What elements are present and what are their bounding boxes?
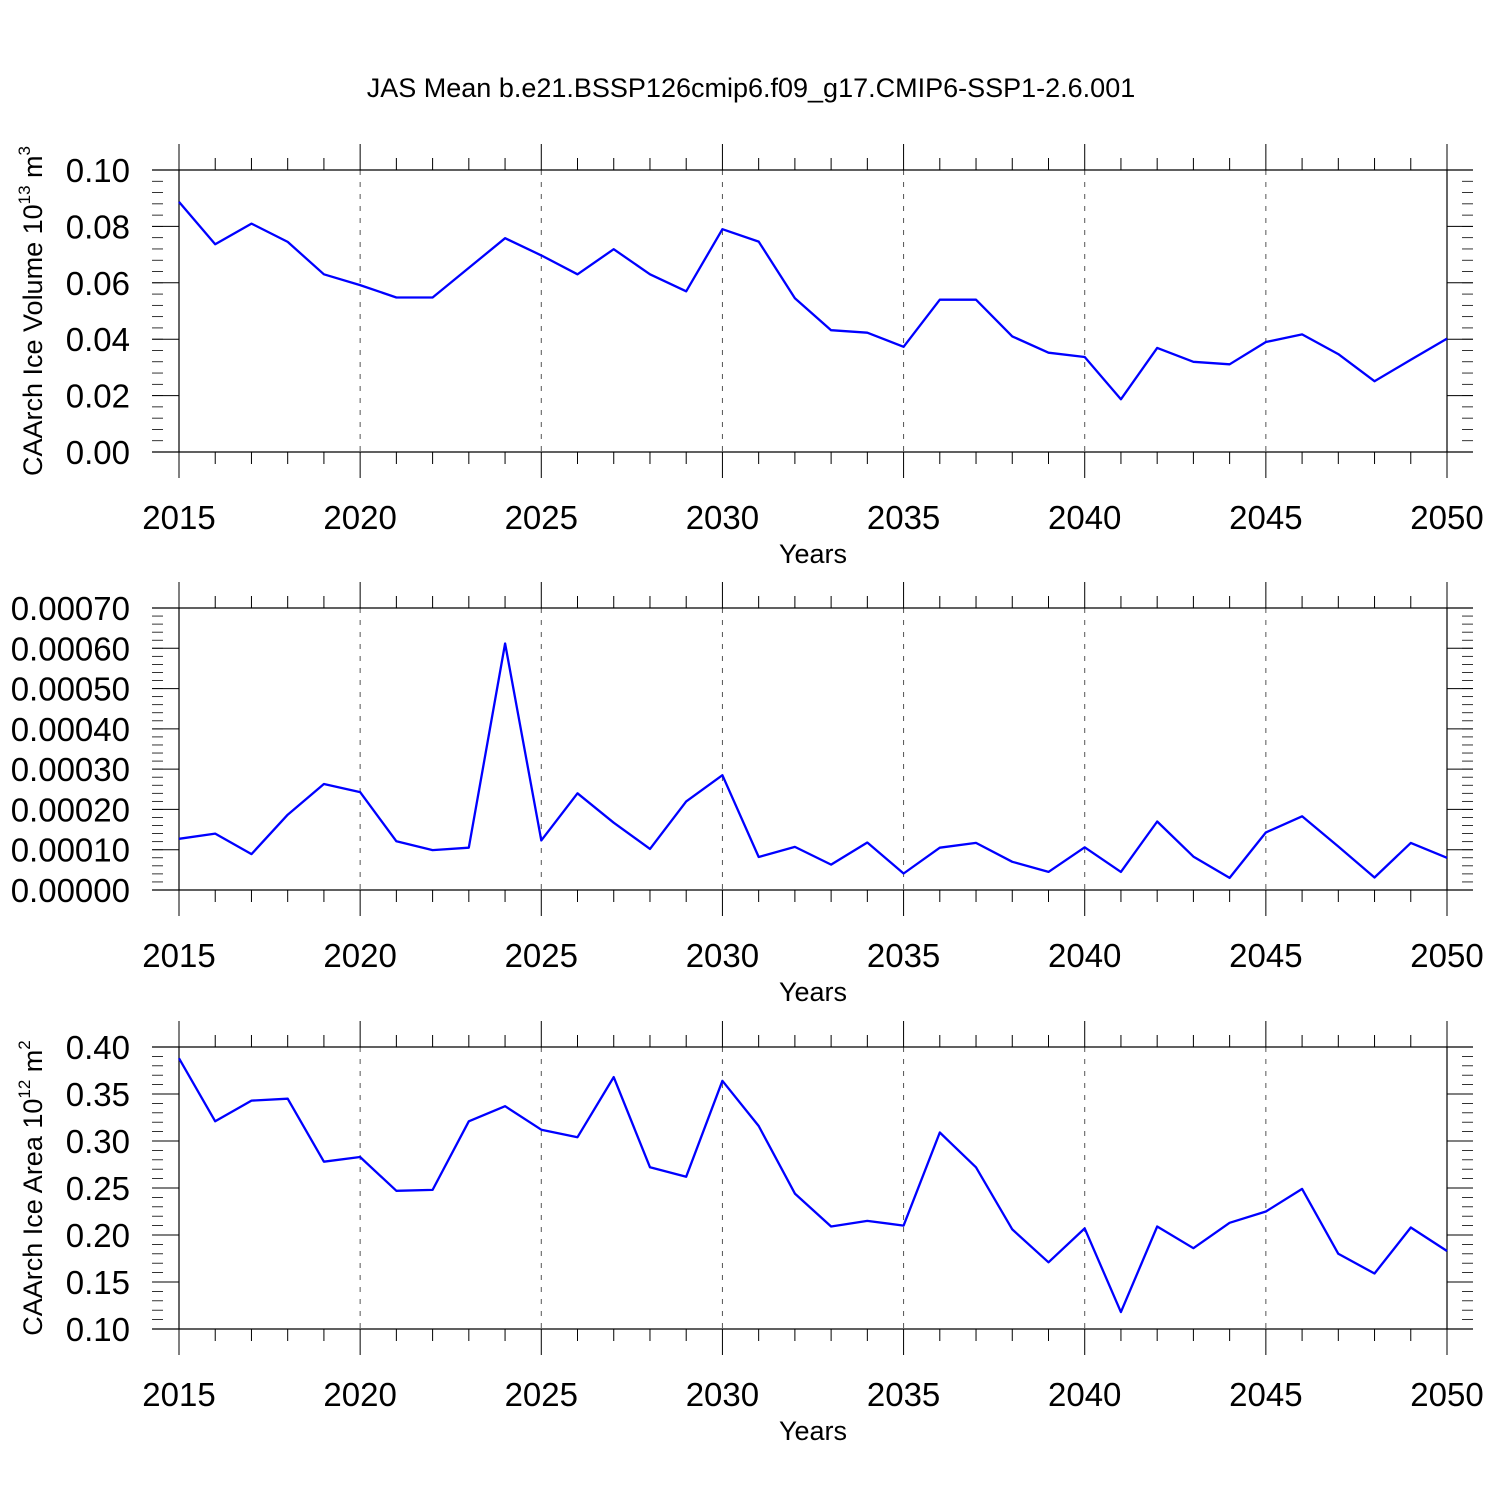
x-tick-label: 2025: [505, 499, 578, 536]
panel-2: 2015 2020 2025 2030 2035 2040 2045 2050 Years 0.0…: [11, 582, 1484, 1007]
y-axis-label-superscript: 2: [15, 1040, 34, 1049]
x-tick-label: 2040: [1048, 499, 1121, 536]
x-tick-label: 2030: [686, 1376, 759, 1413]
x-tick-label: 2035: [867, 1376, 940, 1413]
chart-title: JAS Mean b.e21.BSSP126cmip6.f09_g17.CMIP…: [367, 73, 1135, 103]
x-tick-label: 2020: [323, 937, 396, 974]
y-tick-label: 0.30: [66, 1123, 130, 1160]
y-axis-label-superscript: 12: [15, 1080, 34, 1099]
x-tick-label: 2035: [867, 499, 940, 536]
x-tick-label: 2040: [1048, 937, 1121, 974]
panel-3: 2015 2020 2025 2030 2035 2040 2045 2050 Years 0.1…: [15, 1021, 1484, 1446]
panels: 2015 2020 2025 2030 2035 2040 2045 2050 Years 0.0…: [11, 144, 1484, 1446]
x-tick-label: 2030: [686, 499, 759, 536]
x-tick-label: 2045: [1229, 499, 1302, 536]
y-tick-label: 0.10: [66, 1311, 130, 1348]
y-tick-label: 0.25: [66, 1170, 130, 1207]
x-axis-label: Years: [779, 539, 847, 569]
series-line: [178, 642, 1448, 880]
y-tick-label: 0.00: [66, 434, 130, 471]
x-tick-label: 2030: [686, 937, 759, 974]
y-axis-label-part: CAArch Ice Volume 10: [18, 204, 48, 476]
y-tick-label: 0.08: [66, 208, 130, 245]
x-axis-label: Years: [779, 1416, 847, 1446]
x-tick-label: 2025: [505, 937, 578, 974]
x-tick-label: 2025: [505, 1376, 578, 1413]
y-tick-label: 0.20: [66, 1217, 130, 1254]
y-axis-label-superscript: 13: [15, 185, 34, 204]
x-tick-label: 2050: [1410, 499, 1483, 536]
y-tick-label: 0.00040: [11, 711, 130, 748]
y-tick-label: 0.00030: [11, 751, 130, 788]
x-tick-label: 2015: [142, 937, 215, 974]
y-axis-label-part: m: [18, 1050, 48, 1080]
y-axis-label-part: m: [18, 155, 48, 185]
y-tick-label: 0.04: [66, 321, 130, 358]
y-tick-label: 0.35: [66, 1076, 130, 1113]
y-axis-label: CAArch Ice Area 1012 m2: [15, 1040, 48, 1336]
y-axis-label-superscript: 3: [15, 146, 34, 155]
y-axis-label-part: CAArch Ice Area 10: [18, 1099, 48, 1336]
y-tick-label: 0.00070: [11, 590, 130, 627]
y-tick-label: 0.10: [66, 152, 130, 189]
panel-1: 2015 2020 2025 2030 2035 2040 2045 2050 Years 0.0…: [15, 144, 1484, 569]
y-tick-label: 0.02: [66, 378, 130, 415]
x-tick-label: 2015: [142, 499, 215, 536]
y-tick-label: 0.00010: [11, 832, 130, 869]
x-tick-label: 2050: [1410, 937, 1483, 974]
x-tick-label: 2040: [1048, 1376, 1121, 1413]
y-tick-label: 0.40: [66, 1029, 130, 1066]
x-tick-label: 2045: [1229, 937, 1302, 974]
y-tick-label: 0.15: [66, 1264, 130, 1301]
y-tick-label: 0.00050: [11, 671, 130, 708]
x-tick-label: 2015: [142, 1376, 215, 1413]
y-axis-label: CAArch Ice Volume 1013 m3: [15, 146, 48, 476]
x-tick-label: 2020: [323, 499, 396, 536]
y-tick-label: 0.00000: [11, 872, 130, 909]
x-tick-label: 2045: [1229, 1376, 1302, 1413]
series-line: [178, 201, 1448, 401]
x-tick-label: 2050: [1410, 1376, 1483, 1413]
y-tick-label: 0.00060: [11, 630, 130, 667]
y-tick-label: 0.00020: [11, 791, 130, 828]
x-axis-label: Years: [779, 977, 847, 1007]
series-line: [178, 1057, 1448, 1314]
x-tick-label: 2020: [323, 1376, 396, 1413]
x-tick-label: 2035: [867, 937, 940, 974]
y-tick-label: 0.06: [66, 265, 130, 302]
